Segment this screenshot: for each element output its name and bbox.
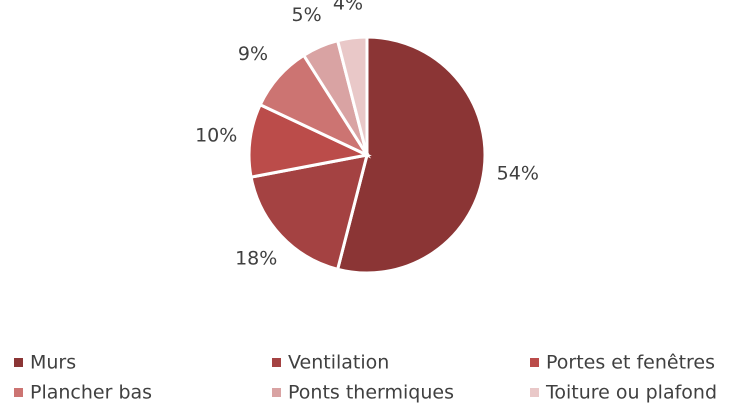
data-label: 54% bbox=[497, 163, 539, 185]
legend-label: Murs bbox=[30, 352, 76, 374]
legend-label: Ventilation bbox=[288, 352, 389, 374]
legend-marker bbox=[272, 358, 281, 367]
data-label: 10% bbox=[195, 124, 237, 146]
pie-slice bbox=[249, 153, 370, 272]
legend-label: Toiture ou plafond bbox=[545, 382, 717, 404]
pie-slice bbox=[335, 35, 369, 156]
data-label: 9% bbox=[238, 43, 268, 65]
legend-marker bbox=[530, 388, 539, 397]
data-label: 4% bbox=[333, 0, 363, 15]
legend-label: Portes et fenêtres bbox=[546, 352, 715, 374]
data-label: 5% bbox=[292, 4, 322, 26]
legend-marker bbox=[272, 388, 281, 397]
legend-marker bbox=[14, 388, 23, 397]
legend-marker bbox=[530, 358, 539, 367]
pie-slice bbox=[335, 35, 487, 275]
legend-marker bbox=[14, 358, 23, 367]
legend-label: Ponts thermiques bbox=[288, 382, 454, 404]
data-label: 18% bbox=[235, 248, 277, 270]
legend-label: Plancher bas bbox=[30, 382, 152, 404]
